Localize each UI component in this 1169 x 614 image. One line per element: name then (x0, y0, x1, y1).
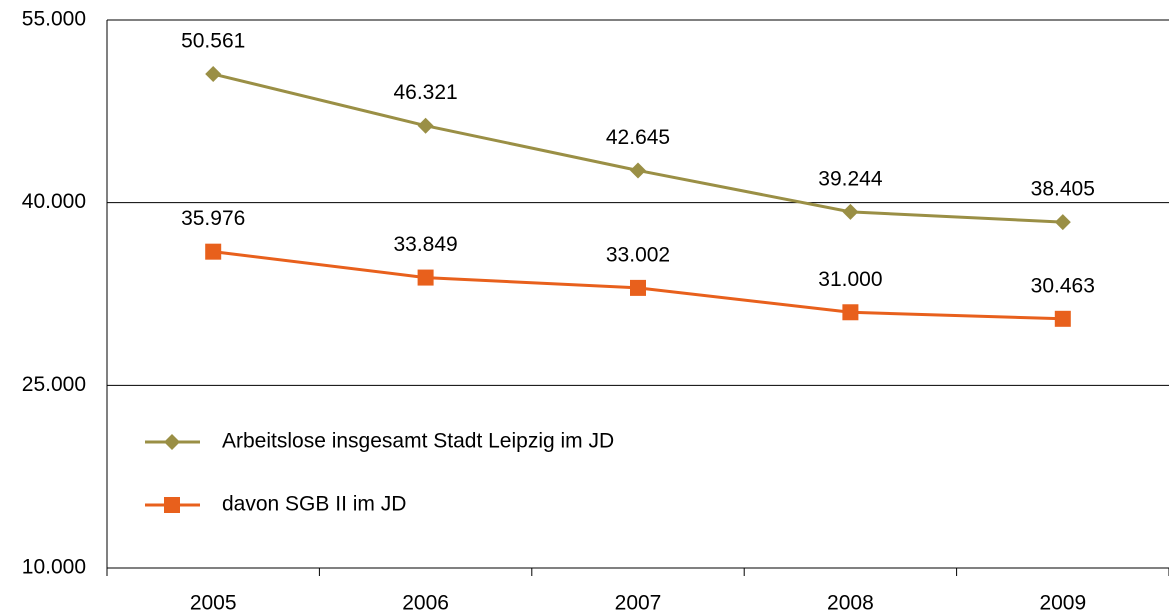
data-label: 42.645 (606, 126, 670, 149)
data-label: 46.321 (393, 81, 457, 104)
x-tick-label: 2008 (827, 592, 874, 614)
y-tick-label: 10.000 (22, 556, 86, 579)
marker (205, 243, 222, 260)
data-label: 33.002 (606, 243, 670, 266)
x-tick-label: 2009 (1039, 592, 1086, 614)
marker (630, 279, 646, 296)
marker (417, 117, 434, 134)
marker (417, 269, 434, 286)
marker (205, 66, 222, 83)
legend-label: davon SGB II im JD (222, 493, 406, 516)
data-label: 39.244 (818, 167, 883, 190)
marker (630, 162, 646, 179)
marker (1054, 214, 1071, 231)
marker (1054, 310, 1071, 327)
data-label: 50.561 (181, 30, 245, 53)
x-tick-label: 2006 (402, 592, 449, 614)
marker (164, 497, 180, 513)
data-label: 31.000 (818, 268, 882, 291)
x-tick-label: 2007 (615, 592, 662, 614)
marker (164, 434, 180, 450)
y-tick-label: 40.000 (22, 190, 86, 213)
marker (842, 203, 859, 220)
y-tick-label: 55.000 (22, 8, 86, 31)
data-label: 30.463 (1031, 274, 1095, 297)
data-label: 38.405 (1031, 178, 1095, 201)
y-tick-label: 25.000 (22, 373, 86, 396)
legend-label: Arbeitslose insgesamt Stadt Leipzig im J… (222, 430, 614, 453)
data-label: 35.976 (181, 207, 245, 230)
data-label: 33.849 (393, 233, 457, 256)
marker (842, 304, 859, 321)
x-tick-label: 2005 (190, 592, 237, 614)
